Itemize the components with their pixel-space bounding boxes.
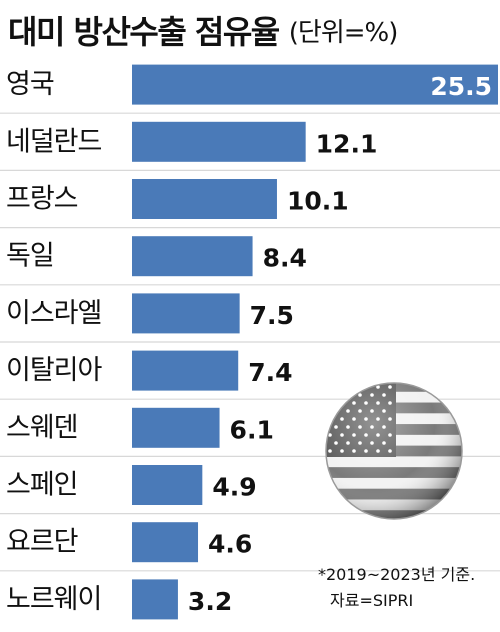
chart-title: 대미 방산수출 점유율 (단위=%) <box>8 6 399 54</box>
category-label: 프랑스 <box>6 184 78 215</box>
category-label: 스페인 <box>6 470 78 501</box>
category-label: 스웨덴 <box>6 412 78 443</box>
category-label: 네덜란드 <box>6 126 102 157</box>
bar <box>132 179 277 219</box>
value-label: 12.1 <box>316 129 378 158</box>
bar <box>132 579 178 620</box>
bar <box>132 236 253 277</box>
footnote-basis: *2019~2023년 기준. <box>318 565 476 584</box>
bar <box>132 350 239 391</box>
value-label: 8.4 <box>263 244 307 273</box>
category-label: 이스라엘 <box>6 298 101 329</box>
us-flag-sphere-icon <box>325 382 463 520</box>
category-label: 노르웨이 <box>6 584 101 615</box>
footnote: *2019~2023년 기준. 자료=SIPRI <box>318 562 500 614</box>
category-label: 영국 <box>6 69 54 100</box>
bar <box>132 522 199 563</box>
category-label: 이탈리아 <box>6 355 103 386</box>
value-label: 6.1 <box>230 415 274 444</box>
bar <box>132 407 220 448</box>
value-label: 4.9 <box>212 473 256 502</box>
bar <box>132 64 498 105</box>
value-label: 10.1 <box>287 187 349 216</box>
value-label: 4.6 <box>208 530 252 559</box>
value-label: 7.5 <box>250 301 294 330</box>
chart-unit: (단위=%) <box>288 17 399 48</box>
value-label: 7.4 <box>248 358 292 387</box>
bar <box>132 293 240 334</box>
value-label: 25.5 <box>430 72 492 101</box>
bar <box>132 465 203 505</box>
bar <box>132 121 306 162</box>
category-label: 요르단 <box>6 527 78 558</box>
footnote-source: 자료=SIPRI <box>330 591 414 610</box>
category-label: 독일 <box>6 241 54 272</box>
chart-title-main: 대미 방산수출 점유율 <box>8 13 280 51</box>
value-label: 3.2 <box>188 587 232 616</box>
